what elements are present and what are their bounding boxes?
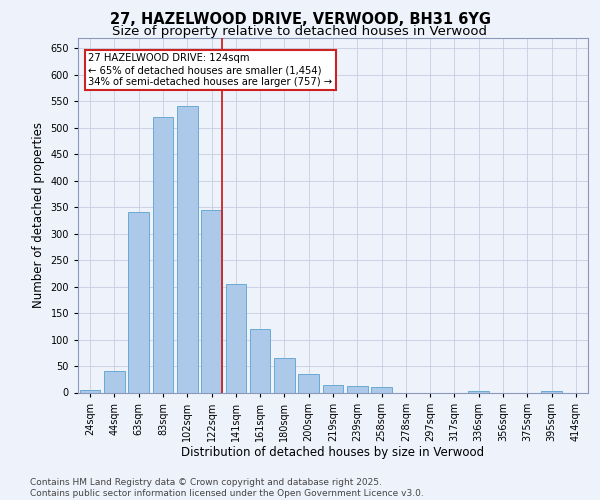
Bar: [177, 106, 197, 393]
Bar: [104, 372, 125, 392]
Bar: [80, 390, 100, 392]
Text: Size of property relative to detached houses in Verwood: Size of property relative to detached ho…: [113, 25, 487, 38]
Bar: [371, 387, 392, 392]
Bar: [250, 329, 271, 392]
Text: Contains HM Land Registry data © Crown copyright and database right 2025.
Contai: Contains HM Land Registry data © Crown c…: [30, 478, 424, 498]
X-axis label: Distribution of detached houses by size in Verwood: Distribution of detached houses by size …: [181, 446, 485, 460]
Bar: [201, 210, 222, 392]
Bar: [347, 386, 368, 392]
Bar: [298, 374, 319, 392]
Bar: [152, 117, 173, 392]
Bar: [226, 284, 246, 393]
Text: 27, HAZELWOOD DRIVE, VERWOOD, BH31 6YG: 27, HAZELWOOD DRIVE, VERWOOD, BH31 6YG: [110, 12, 491, 26]
Bar: [128, 212, 149, 392]
Bar: [323, 384, 343, 392]
Bar: [274, 358, 295, 392]
Y-axis label: Number of detached properties: Number of detached properties: [32, 122, 45, 308]
Text: 27 HAZELWOOD DRIVE: 124sqm
← 65% of detached houses are smaller (1,454)
34% of s: 27 HAZELWOOD DRIVE: 124sqm ← 65% of deta…: [88, 54, 332, 86]
